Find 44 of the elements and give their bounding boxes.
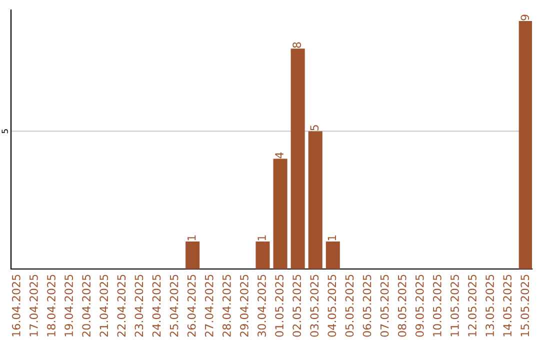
bar <box>518 21 532 269</box>
x-tick-label: 18.04.2025 <box>47 274 56 336</box>
data-label: 1 <box>258 235 266 240</box>
data-label: 1 <box>188 235 196 240</box>
bar <box>308 131 322 269</box>
bar <box>186 241 200 269</box>
x-tick-label: 04.05.2025 <box>328 274 336 337</box>
x-tick-label: 08.05.2025 <box>398 274 406 337</box>
x-tick-label: 14.05.2025 <box>503 274 512 336</box>
x-tick-label: 13.05.2025 <box>486 274 494 336</box>
x-tick-label: 16.04.2025 <box>12 274 20 336</box>
data-label: 9 <box>520 14 530 20</box>
x-tick-label: 12.05.2025 <box>468 274 476 336</box>
x-tick-label: 03.05.2025 <box>310 274 319 337</box>
data-label: 1 <box>328 235 336 240</box>
bar <box>290 48 305 269</box>
x-tick-label: 19.04.2025 <box>64 274 73 336</box>
data-label: 8 <box>292 42 302 48</box>
bar <box>273 158 288 269</box>
bar <box>256 241 270 269</box>
data-label: 5 <box>310 125 319 130</box>
x-tick-label: 10.05.2025 <box>432 274 442 336</box>
x-tick-label: 20.04.2025 <box>82 274 91 337</box>
x-tick-label: 02.05.2025 <box>292 274 302 337</box>
x-tick-label: 28.04.2025 <box>222 274 231 337</box>
x-tick-label: 24.04.2025 <box>152 274 161 337</box>
data-label: 4 <box>275 152 284 158</box>
x-tick-label: 30.04.2025 <box>258 274 266 337</box>
bar <box>326 241 340 269</box>
x-tick-label: 09.05.2025 <box>415 274 424 337</box>
x-tick-label: 01.05.2025 <box>275 274 284 337</box>
x-tick-label: 05.05.2025 <box>345 274 354 337</box>
x-tick-label: 21.04.2025 <box>100 274 108 337</box>
x-tick-label: 29.04.2025 <box>240 274 248 337</box>
x-tick-label: 11.05.2025 <box>450 274 459 336</box>
x-tick-label: 06.05.2025 <box>362 274 372 337</box>
x-tick-label: 22.04.2025 <box>117 274 126 337</box>
x-tick-label: 07.05.2025 <box>380 274 389 337</box>
x-tick-label: 15.05.2025 <box>520 274 530 336</box>
x-tick-label: 26.04.2025 <box>187 274 196 337</box>
x-tick-label: 27.04.2025 <box>204 274 214 337</box>
x-tick-label: 17.04.2025 <box>30 274 38 336</box>
x-tick-label: 25.04.2025 <box>170 274 178 337</box>
x-tick-label: 23.04.2025 <box>134 274 144 337</box>
